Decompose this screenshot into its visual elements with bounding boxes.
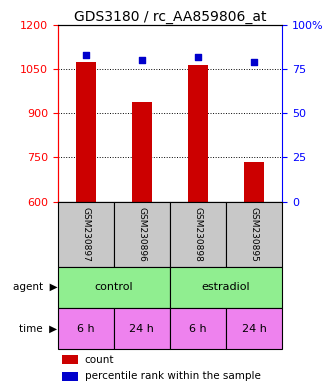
Point: [83, 52, 88, 58]
Text: percentile rank within the sample: percentile rank within the sample: [85, 371, 261, 381]
Bar: [76, 62, 96, 202]
Point: [251, 59, 257, 65]
Text: 24 h: 24 h: [242, 324, 267, 334]
Text: time  ▶: time ▶: [19, 324, 57, 334]
Text: GSM230896: GSM230896: [137, 207, 147, 262]
Bar: [58, 266, 170, 308]
Bar: [170, 308, 226, 349]
Bar: [114, 202, 170, 266]
Bar: [62, 355, 78, 364]
Text: GSM230897: GSM230897: [81, 207, 90, 262]
Text: GSM230895: GSM230895: [249, 207, 259, 262]
Bar: [244, 162, 264, 202]
Title: GDS3180 / rc_AA859806_at: GDS3180 / rc_AA859806_at: [74, 10, 266, 24]
Text: 24 h: 24 h: [129, 324, 154, 334]
Text: GSM230898: GSM230898: [193, 207, 203, 262]
Bar: [188, 65, 208, 202]
Point: [195, 54, 201, 60]
Bar: [114, 308, 170, 349]
Text: 6 h: 6 h: [189, 324, 207, 334]
Bar: [226, 308, 282, 349]
Text: estradiol: estradiol: [202, 282, 250, 292]
Point: [139, 57, 145, 63]
Text: agent  ▶: agent ▶: [13, 282, 57, 292]
Bar: [58, 308, 114, 349]
Bar: [58, 202, 114, 266]
Text: control: control: [94, 282, 133, 292]
Bar: [170, 202, 226, 266]
Bar: [170, 266, 282, 308]
Bar: [132, 101, 152, 202]
Text: 6 h: 6 h: [77, 324, 95, 334]
Bar: [226, 202, 282, 266]
Bar: [62, 372, 78, 381]
Text: count: count: [85, 355, 114, 365]
